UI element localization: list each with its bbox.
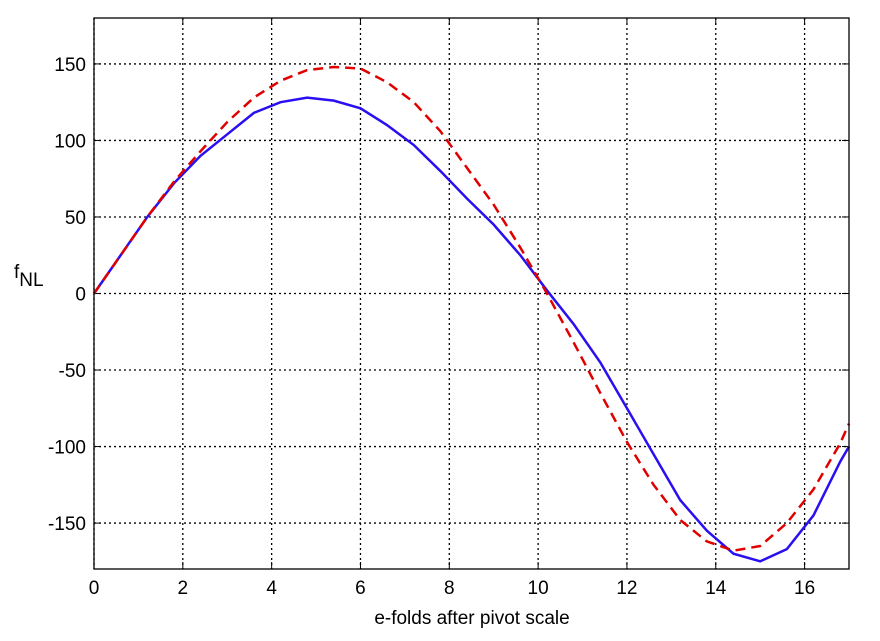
y-tick-label: -100 [48, 438, 86, 459]
y-axis-label: fNL [14, 262, 44, 291]
x-tick-label: 14 [705, 578, 727, 599]
y-tick-label: 150 [54, 55, 86, 76]
y-tick-label: 100 [54, 131, 86, 152]
y-tick-label: -150 [48, 514, 86, 535]
x-tick-label: 8 [444, 578, 455, 599]
x-tick-label: 2 [178, 578, 189, 599]
y-tick-label: 50 [65, 208, 86, 229]
x-axis-label: e-folds after pivot scale [374, 608, 569, 629]
y-axis-label-main: f [14, 262, 20, 283]
x-tick-label: 4 [266, 578, 277, 599]
x-tick-label: 0 [89, 578, 100, 599]
y-tick-label: 0 [75, 285, 86, 306]
data-line [92, 96, 851, 563]
y-axis-label-subscript: NL [19, 270, 43, 291]
data-line [92, 65, 851, 552]
y-tick-label: -50 [59, 361, 86, 382]
plot-frame [93, 17, 850, 570]
x-tick-label: 10 [528, 578, 549, 599]
x-tick-label: 16 [794, 578, 815, 599]
x-tick-label: 12 [616, 578, 637, 599]
x-tick-label: 6 [355, 578, 366, 599]
